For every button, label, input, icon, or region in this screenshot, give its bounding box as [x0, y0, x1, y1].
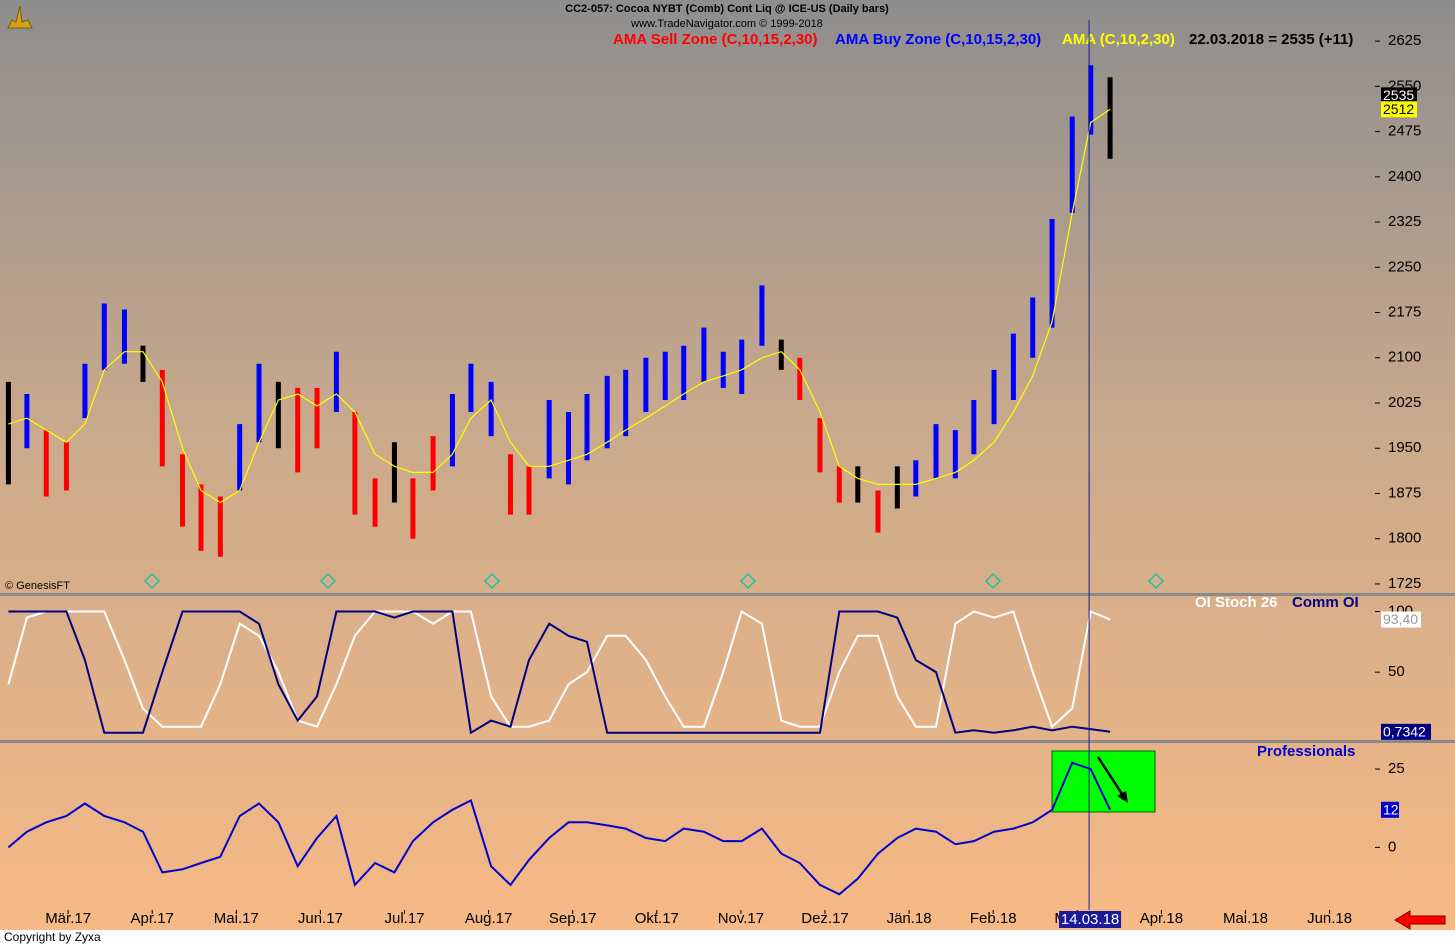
trend-arrow — [1096, 756, 1128, 803]
legend-entry: Comm OI — [1292, 594, 1359, 611]
y-tick-label: 1725 — [1388, 575, 1421, 592]
copyright: Copyright by Zyxa — [4, 930, 101, 944]
value-label: 0,7342 — [1383, 724, 1426, 740]
x-tick-label: Nov.17 — [718, 910, 764, 927]
y-tick-label: 2175 — [1388, 304, 1421, 321]
x-tick-label: Mai.18 — [1223, 910, 1268, 927]
x-tick-label: Jul.17 — [384, 910, 424, 927]
logo — [7, 5, 33, 29]
cursor-label: 14.03.18 — [1061, 911, 1119, 928]
x-tick-label: Feb.18 — [970, 910, 1017, 927]
x-tick-label: Aug.17 — [465, 910, 513, 927]
y-tick-label: 2625 — [1388, 32, 1421, 49]
event-markers — [143, 572, 1165, 590]
x-tick-label: Jun.17 — [298, 910, 343, 927]
x-tick-label: Mär.17 — [45, 910, 91, 927]
series-line — [7, 761, 1112, 896]
legend-entry: OI Stoch 26 — [1195, 594, 1278, 611]
nav-arrow[interactable] — [1394, 910, 1446, 930]
y-tick-label: 2325 — [1388, 213, 1421, 230]
value-label: 12 — [1383, 801, 1399, 817]
x-tick-label: Mai.17 — [214, 910, 259, 927]
y-tick-label: 2100 — [1388, 349, 1421, 366]
value-box — [1381, 101, 1417, 118]
y-tick-label: 1800 — [1388, 530, 1421, 547]
y-tick-label: 50 — [1388, 663, 1405, 680]
footer-strip — [0, 930, 1455, 946]
chart-title: CC2-057: Cocoa NYBT (Comb) Cont Liq @ IC… — [565, 3, 889, 15]
x-tick-label: Apr.18 — [1140, 910, 1183, 927]
chart-subtitle: www.TradeNavigator.com © 1999-2018 — [630, 18, 823, 30]
y-tick-label: 25 — [1388, 760, 1405, 777]
x-tick-label: Jän.18 — [887, 910, 932, 927]
series-line — [8, 610, 1111, 735]
value-label: 93,40 — [1383, 611, 1418, 627]
x-tick-label: Okt.17 — [635, 910, 679, 927]
series-line — [8, 108, 1111, 504]
highlight-box — [1051, 750, 1156, 813]
y-tick-label: 1950 — [1388, 439, 1421, 456]
x-tick-label: Jun.18 — [1307, 910, 1352, 927]
y-tick-label: 2475 — [1388, 123, 1421, 140]
legend-entry: AMA (C,10,2,30) — [1062, 31, 1175, 48]
series-line — [7, 609, 1111, 729]
value-box — [1381, 723, 1431, 740]
x-tick-label: Apr.17 — [131, 910, 174, 927]
annotation: 22.03.2018 = 2535 (+11) — [1189, 31, 1353, 48]
y-tick-label: 2400 — [1388, 168, 1421, 185]
y-tick-label: 2250 — [1388, 258, 1421, 275]
legend-entry: AMA Buy Zone (C,10,15,2,30) — [835, 31, 1041, 48]
legend-entry: Professionals — [1257, 743, 1355, 760]
value-label: 2512 — [1383, 101, 1414, 117]
value-box — [1381, 611, 1421, 628]
y-tick-label: 0 — [1388, 838, 1396, 855]
cursor-box — [1059, 911, 1122, 928]
source-note: © GenesisFT — [5, 580, 70, 592]
y-tick-label: 1875 — [1388, 484, 1421, 501]
value-label: 2535 — [1383, 87, 1414, 103]
y-tick-label: 2025 — [1388, 394, 1421, 411]
legend-entry: AMA Sell Zone (C,10,15,2,30) — [613, 31, 818, 48]
x-tick-label: Sep.17 — [549, 910, 597, 927]
plot: 1725 1800 1875 1950 2025 2100 2175 2250 2325 2400… — [5, 20, 1431, 928]
value-box — [1381, 87, 1417, 104]
x-tick-label: Dez.17 — [801, 910, 849, 927]
value-box — [1381, 801, 1399, 818]
